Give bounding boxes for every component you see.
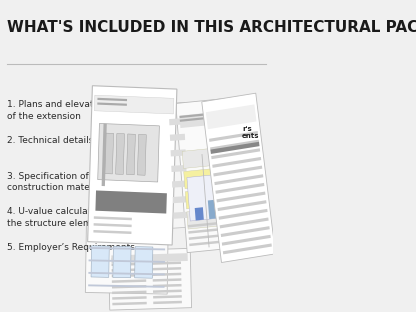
Bar: [189, 231, 250, 240]
Bar: [94, 223, 132, 227]
Bar: [221, 192, 231, 218]
Bar: [211, 148, 260, 159]
Bar: [189, 237, 250, 246]
Bar: [93, 230, 131, 234]
Bar: [167, 103, 191, 228]
Bar: [218, 152, 226, 246]
Bar: [184, 165, 246, 189]
Bar: [188, 219, 249, 227]
Bar: [152, 267, 181, 271]
Bar: [112, 285, 146, 289]
Bar: [179, 113, 213, 118]
Text: r's
ents: r's ents: [242, 126, 260, 139]
Bar: [153, 290, 182, 293]
Bar: [210, 140, 259, 151]
Bar: [173, 196, 188, 203]
Text: WHAT'S INCLUDED IN THIS ARCHITECTURAL PACKAGE: WHAT'S INCLUDED IN THIS ARCHITECTURAL PA…: [7, 20, 416, 35]
Bar: [153, 301, 182, 304]
Bar: [202, 154, 210, 247]
Bar: [85, 221, 168, 294]
Bar: [105, 133, 114, 174]
Bar: [182, 145, 245, 168]
Bar: [208, 200, 218, 219]
Bar: [97, 98, 127, 101]
Bar: [209, 131, 258, 142]
Bar: [89, 247, 165, 250]
Bar: [89, 260, 165, 263]
Bar: [202, 93, 275, 262]
Text: 2. Technical details drawings: 2. Technical details drawings: [7, 136, 137, 145]
Bar: [176, 97, 254, 253]
Text: 3. Specification of
construction materials: 3. Specification of construction materia…: [7, 172, 109, 193]
Bar: [170, 134, 185, 141]
Bar: [212, 157, 261, 168]
Bar: [218, 200, 267, 211]
Bar: [112, 296, 146, 300]
Bar: [89, 230, 166, 241]
Bar: [97, 102, 127, 106]
Bar: [135, 247, 153, 278]
Bar: [210, 142, 260, 154]
Bar: [116, 134, 124, 174]
Text: 1. Plans and elevations
of the extension: 1. Plans and elevations of the extension: [7, 100, 112, 121]
Bar: [152, 256, 181, 259]
Bar: [222, 235, 271, 246]
Bar: [112, 302, 147, 305]
Bar: [153, 295, 182, 299]
Bar: [179, 110, 242, 128]
Bar: [185, 186, 248, 209]
Bar: [153, 278, 181, 282]
Bar: [111, 262, 146, 266]
Bar: [219, 209, 267, 220]
Bar: [171, 165, 186, 172]
Bar: [94, 216, 132, 220]
Bar: [220, 217, 269, 228]
Bar: [180, 116, 213, 122]
Bar: [223, 243, 272, 254]
Bar: [88, 86, 177, 245]
Bar: [95, 190, 167, 213]
Bar: [187, 206, 249, 229]
Bar: [112, 279, 146, 283]
Bar: [126, 134, 135, 175]
Bar: [171, 149, 186, 156]
Bar: [98, 124, 159, 182]
Bar: [88, 285, 165, 288]
Bar: [94, 95, 174, 114]
Bar: [214, 174, 263, 185]
Bar: [187, 173, 240, 221]
Bar: [102, 124, 107, 186]
Bar: [111, 268, 146, 272]
Bar: [216, 192, 265, 202]
Bar: [195, 207, 204, 221]
Bar: [215, 183, 265, 194]
Bar: [153, 284, 181, 287]
Bar: [88, 272, 165, 275]
Bar: [112, 274, 146, 277]
Bar: [152, 261, 181, 265]
Bar: [206, 105, 257, 129]
Bar: [91, 246, 109, 277]
Bar: [111, 257, 146, 261]
Bar: [137, 134, 146, 175]
Bar: [112, 290, 146, 294]
Bar: [111, 253, 188, 263]
Bar: [213, 166, 262, 177]
Bar: [173, 212, 189, 219]
Bar: [113, 246, 131, 278]
Bar: [221, 226, 270, 237]
Bar: [188, 225, 250, 234]
Bar: [172, 180, 187, 188]
Bar: [153, 273, 181, 276]
Text: 4. U-value calculations of
the structure elements: 4. U-value calculations of the structure…: [7, 207, 121, 228]
Bar: [169, 118, 184, 125]
Bar: [109, 248, 191, 310]
Text: 5. Employer’s Requirements: 5. Employer’s Requirements: [7, 243, 135, 252]
